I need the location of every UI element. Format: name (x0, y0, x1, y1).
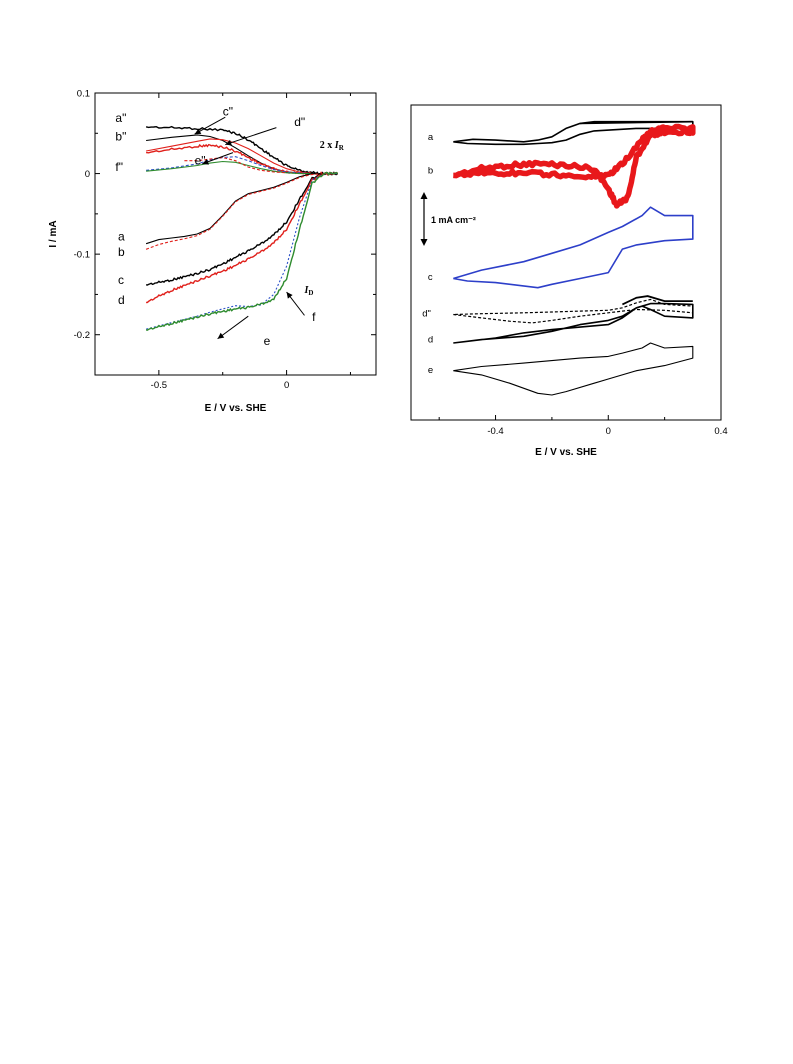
left-curve-label: a (118, 229, 125, 243)
left-series-f (145, 171, 339, 331)
right-curve-label: d (428, 335, 433, 346)
left-series-a (145, 173, 338, 245)
left-arrow-head (202, 159, 209, 165)
scale-bar-label: 1 mA cm⁻² (431, 215, 476, 225)
left-series-c (145, 171, 339, 286)
left-series-d (146, 171, 339, 304)
right-curve-label: e (428, 365, 433, 376)
right-curve-e (453, 342, 694, 396)
left-curve-label: e (264, 334, 271, 348)
left-curve-label: f" (115, 160, 123, 174)
left-curve-label: f (312, 310, 316, 324)
left-curve-label: d" (294, 115, 305, 129)
left-chart: -0.2 -0.1 0 0.1 -0.5 0 E / V vs. SHE I / mA a" b"… (48, 89, 377, 414)
right-line-a-extra (580, 120, 693, 125)
ring-current-label: 2 x IR (320, 140, 345, 152)
left-y-axis-label: I / mA (48, 220, 59, 247)
left-series-x" (184, 156, 287, 174)
left-arrow-head (286, 292, 293, 299)
left-curve-label: c" (223, 105, 233, 119)
left-y-tick-label: -0.2 (74, 330, 90, 341)
scale-bar-arrow-down (420, 239, 428, 246)
left-arrow-head (225, 139, 232, 146)
scale-bar-arrow-up (420, 192, 428, 199)
right-curve-label: c (428, 272, 433, 283)
left-y-tick-label: 0.1 (77, 89, 90, 100)
left-curve-label: b (118, 245, 125, 259)
left-y-tick-label: -0.1 (74, 250, 90, 261)
left-curve-label: d (118, 293, 125, 307)
left-curve-label: e" (195, 154, 206, 168)
left-arrow-line (225, 127, 277, 146)
ring-label-prefix: 2 x (320, 140, 335, 151)
left-x-tick-label: -0.5 (151, 380, 167, 391)
right-x-tick-label: 0 (606, 426, 611, 437)
left-series-e" (146, 156, 338, 175)
left-curve-label: c (118, 273, 124, 287)
left-y-tick-label: 0 (85, 169, 90, 180)
left-series-b (145, 173, 338, 250)
right-curve-d (453, 302, 694, 344)
left-arrow-head (194, 128, 202, 135)
left-curve-label: b" (115, 130, 126, 144)
left-x-axis-label: E / V vs. SHE (205, 403, 267, 414)
disk-current-label: ID (303, 285, 313, 297)
right-curve-c (453, 206, 694, 289)
right-line-d"-top (622, 295, 693, 306)
left-arrow-head (217, 332, 225, 339)
right-x-tick-label: -0.4 (487, 426, 503, 437)
right-curve-b (453, 123, 696, 209)
left-series-a" (145, 125, 339, 176)
right-x-tick-label: 0.4 (714, 426, 727, 437)
disk-label-main: I (303, 285, 309, 296)
disk-label-sub: D (308, 289, 313, 297)
right-curve-label: a (428, 132, 434, 143)
left-x-tick-label: 0 (284, 380, 289, 391)
ring-label-sub: R (339, 144, 345, 152)
right-curve-label: b (428, 165, 433, 176)
right-curve-label: d" (422, 309, 431, 320)
right-plot-frame (410, 104, 722, 421)
right-x-axis-label: E / V vs. SHE (535, 447, 597, 458)
left-series-b" (146, 143, 339, 176)
ring-label-main: I (334, 140, 340, 151)
right-chart: -0.4 0 0.4 E / V vs. SHE 1 mA cm⁻² a b c d" d e (410, 104, 728, 458)
left-plot-frame (94, 92, 377, 376)
left-arrow-line (217, 315, 249, 340)
right-curve-d" (453, 298, 694, 324)
left-curve-label: a" (115, 111, 126, 125)
